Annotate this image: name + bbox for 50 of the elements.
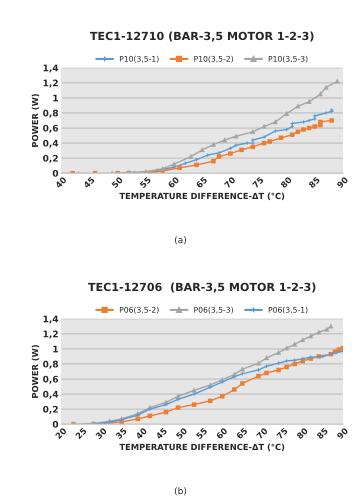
y-tick-label: 0 <box>52 420 58 428</box>
x-tick-label: 25 <box>75 427 87 440</box>
y-tick-label: 0 <box>52 170 58 177</box>
x-tick-label: 70 <box>256 427 268 440</box>
x-tick-label: 55 <box>196 428 208 440</box>
y-tick-label: 1,4 <box>44 64 58 72</box>
x-tick-label: 75 <box>276 428 288 440</box>
x-axis-title: TEMPERATURE DIFFERENCE-ΔT (°C) <box>119 192 284 200</box>
y-tick-label: 0,4 <box>43 390 58 399</box>
x-tick-label: 20 <box>54 427 67 440</box>
y-axis-title: POWER (W) <box>32 94 40 147</box>
x-tick-label: 90 <box>336 176 348 188</box>
x-tick-label: 75 <box>252 176 264 188</box>
y-tick-label: 0,8 <box>43 360 58 369</box>
y-tick-label: 0,2 <box>43 154 58 163</box>
x-tick-label: 65 <box>236 427 248 440</box>
chart-title: TEC1-12710 (BAR-3,5 MOTOR 1-2-3) <box>90 32 314 42</box>
x-tick-label: 45 <box>155 428 168 440</box>
x-tick-label: 60 <box>216 427 228 440</box>
x-tick-label: 60 <box>168 176 180 188</box>
x-tick-label: 50 <box>111 176 124 188</box>
y-tick-label: 0,2 <box>43 406 58 414</box>
y-tick-label: 0,8 <box>43 110 58 118</box>
x-tick-label: 55 <box>140 176 152 188</box>
y-tick-label: 0,6 <box>43 376 58 384</box>
y-tick-label: 1 <box>53 94 58 102</box>
y-tick-label: 1,4 <box>44 316 58 324</box>
x-tick-label: 90 <box>336 427 348 440</box>
x-tick-label: 30 <box>95 427 108 440</box>
y-tick-label: 1 <box>53 346 58 352</box>
x-tick-label: 40 <box>54 176 67 188</box>
y-tick-label: 1,2 <box>44 80 58 88</box>
x-tick-label: 35 <box>115 427 128 440</box>
x-tick-label: 85 <box>308 176 320 188</box>
x-tick-label: 45 <box>83 176 95 188</box>
x-axis-title: TEMPERATURE DIFFERENCE-ΔT (°C) <box>119 444 284 452</box>
text: (a) <box>174 236 186 244</box>
x-tick-label: 85 <box>316 427 328 440</box>
x-tick-label: 50 <box>176 427 188 440</box>
x-tick-label: 40 <box>135 427 148 440</box>
x-tick-label: 70 <box>224 176 236 188</box>
x-tick-label: 80 <box>280 176 292 188</box>
y-tick-label: 0,6 <box>43 124 58 133</box>
x-tick-label: 65 <box>196 176 208 188</box>
y-axis-title: POWER (W) <box>32 345 40 398</box>
chart-title: TEC1-12706 (BAR-3,5 MOTOR 1-2-3) <box>88 282 316 293</box>
y-tick-label: 0,4 <box>43 140 58 148</box>
y-tick-label: 1,2 <box>44 330 58 339</box>
text: (b) <box>174 487 186 496</box>
x-tick-label: 80 <box>296 427 308 440</box>
